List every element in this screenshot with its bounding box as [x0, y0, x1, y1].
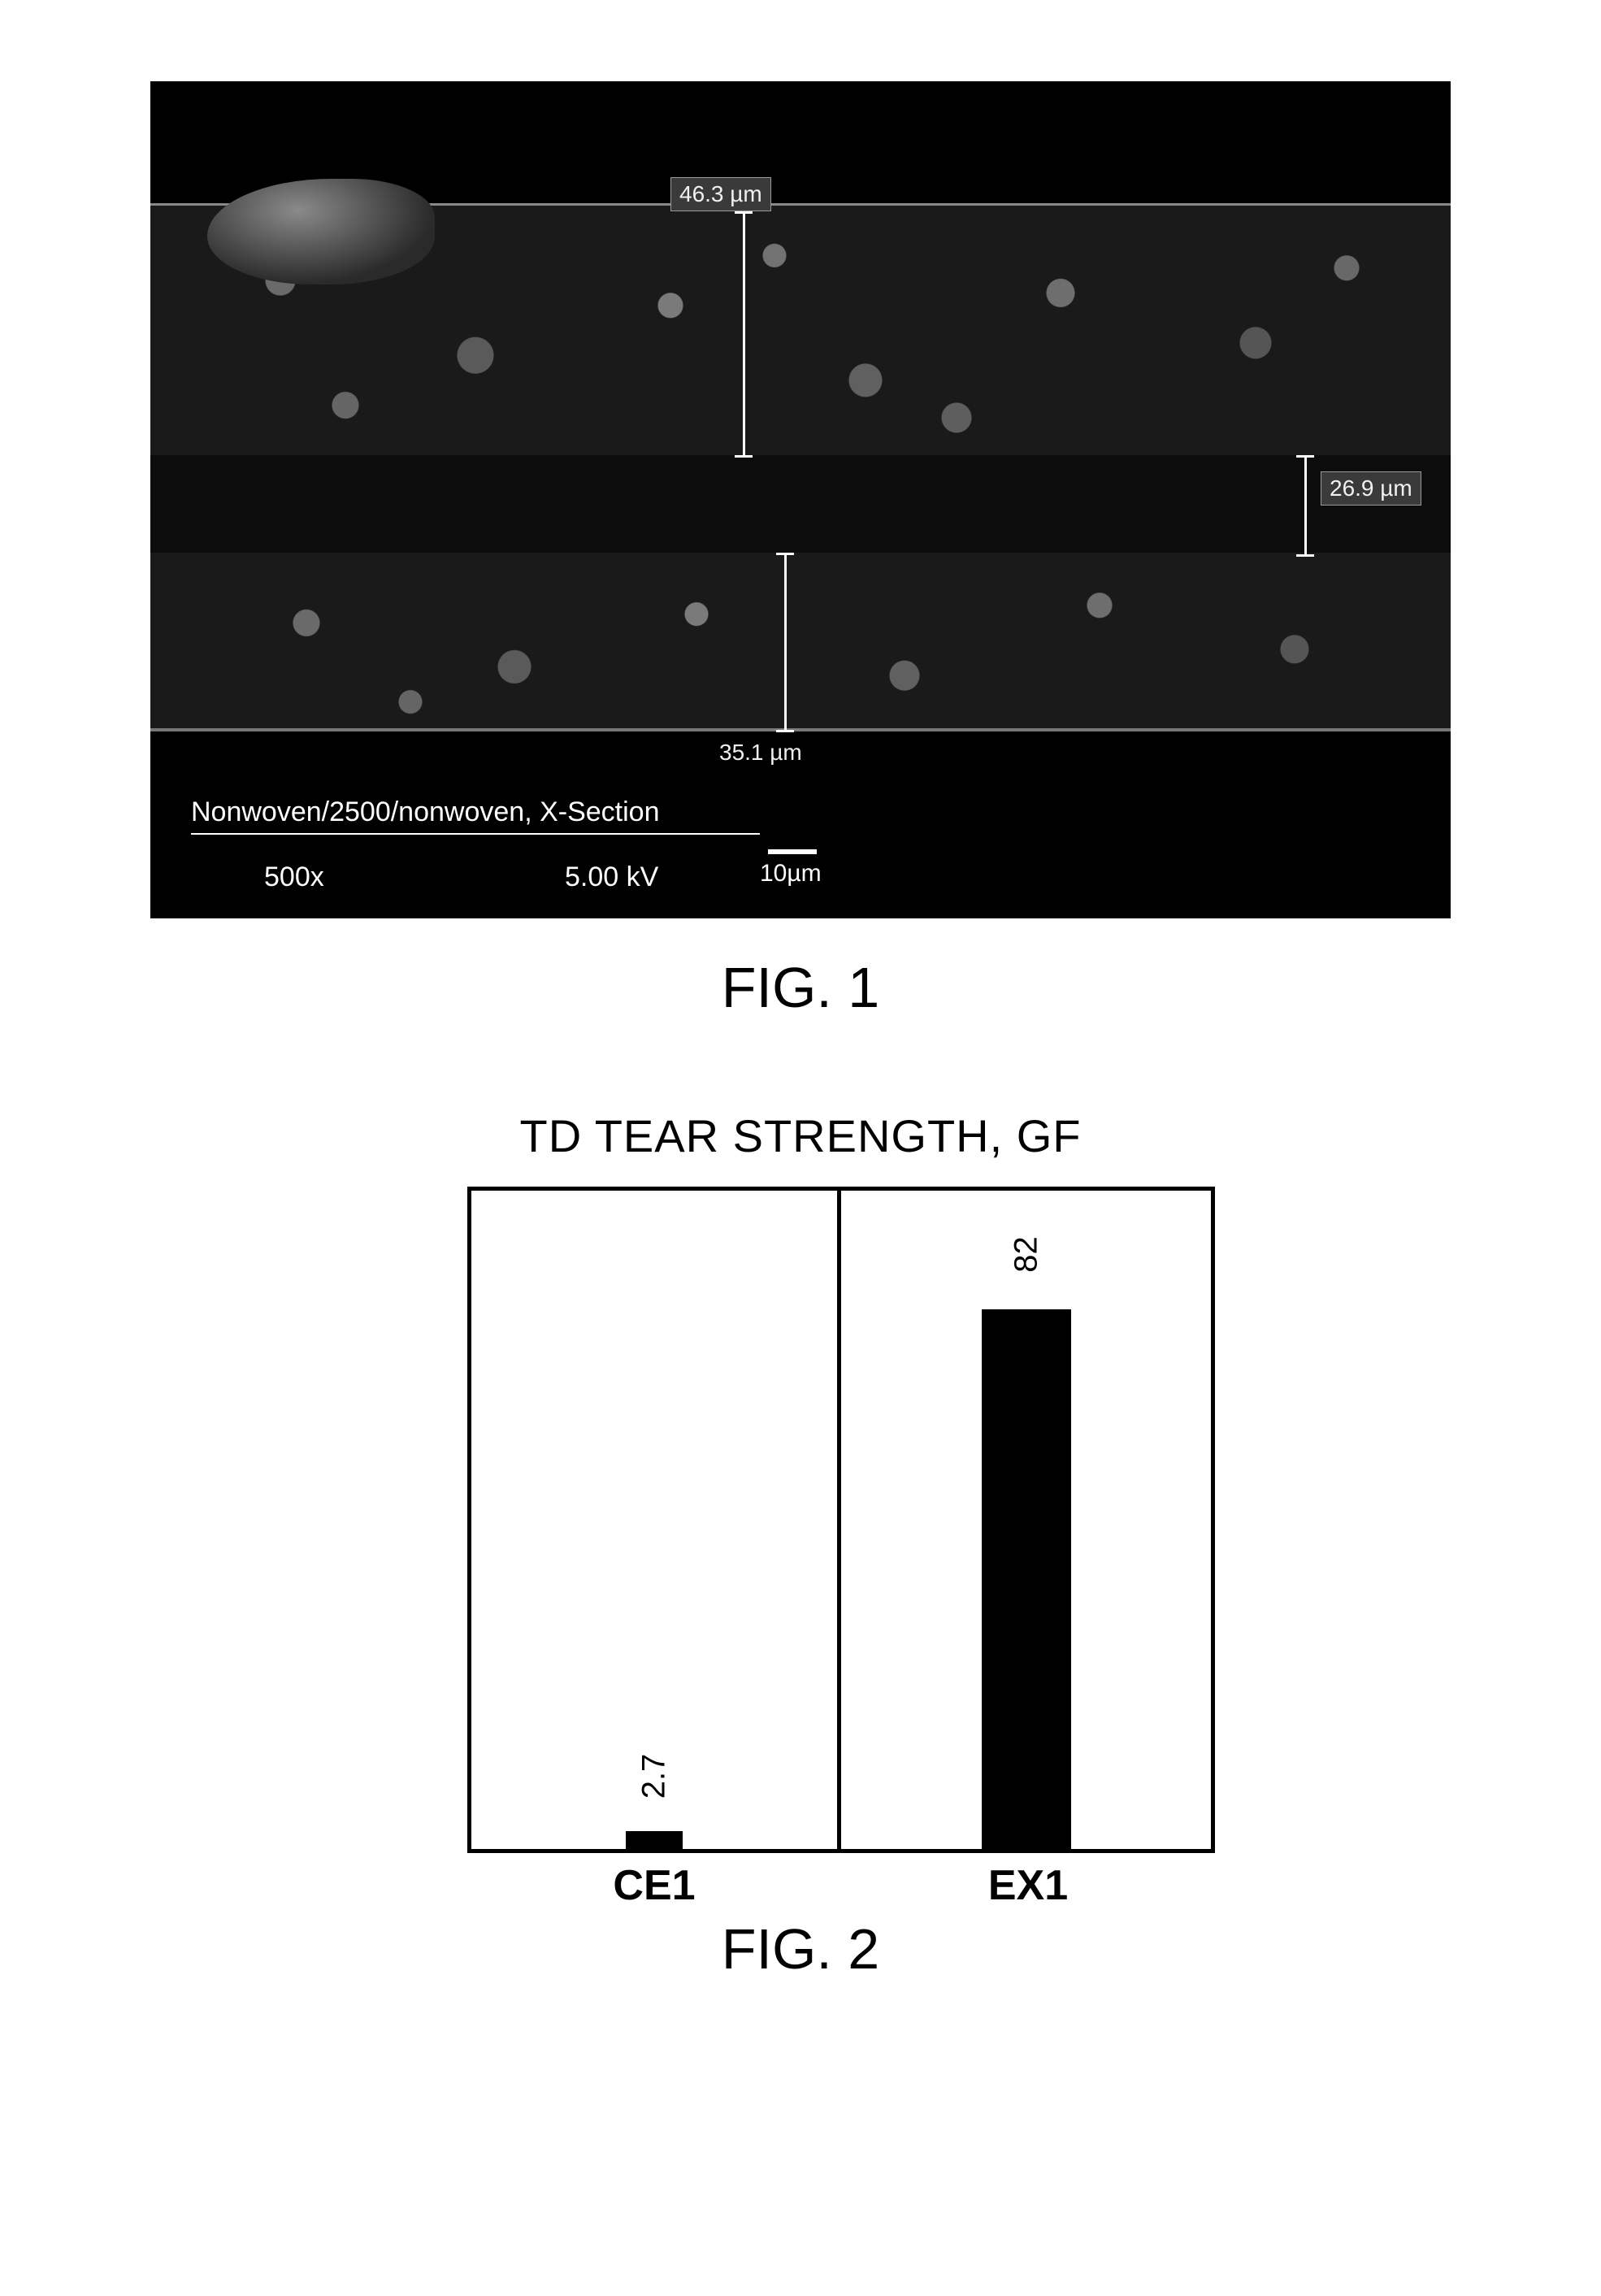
x-label-ce1: CE1: [613, 1861, 695, 1910]
measurement-top-label: 46.3 µm: [670, 177, 771, 211]
magnification-text: 500x: [264, 862, 324, 893]
measurement-bot-line: [784, 554, 787, 731]
x-label-ex1: EX1: [988, 1861, 1068, 1910]
plot-frame: 2.7 82: [467, 1187, 1215, 1853]
measurement-bot-label: 35.1 µm: [711, 736, 810, 769]
sample-description: Nonwoven/2500/nonwoven, X-Section: [191, 796, 660, 828]
bar-ce1: [626, 1831, 683, 1849]
panel-ce1: 2.7: [471, 1191, 841, 1849]
figure-2: TD TEAR STRENGTH, GF TD TEAR STRENGTH, G…: [146, 1109, 1455, 1981]
figure-1: 46.3 µm 26.9 µm 35.1 µm Nonwoven/2500/no…: [146, 81, 1455, 1020]
panel-ex1: 82: [841, 1191, 1211, 1849]
measurement-top-cap2: [735, 455, 753, 458]
measurement-mid-cap2: [1296, 554, 1314, 557]
bar-ex1: [982, 1309, 1071, 1849]
bar-ex1-value: 82: [1008, 1236, 1044, 1273]
bottom-nonwoven-layer: [150, 553, 1451, 731]
chart-area: TD TEAR STRENGTH, GF 2.7 82 CE1 EX1: [354, 1170, 1247, 1902]
underline: [191, 833, 760, 835]
sem-micrograph: 46.3 µm 26.9 µm 35.1 µm Nonwoven/2500/no…: [150, 81, 1451, 918]
scale-text: 10µm: [760, 860, 822, 888]
bar-ce1-value: 2.7: [636, 1754, 673, 1799]
scale-bar: [768, 849, 817, 854]
measurement-top-line: [743, 213, 745, 457]
surface-lobe: [207, 179, 435, 284]
voltage-text: 5.00 kV: [565, 862, 658, 893]
middle-film-layer: [150, 455, 1451, 553]
figure-1-caption: FIG. 1: [146, 955, 1455, 1020]
figure-2-caption: FIG. 2: [722, 1916, 879, 1981]
measurement-mid-label: 26.9 µm: [1321, 471, 1421, 506]
measurement-bot-cap2: [776, 730, 794, 732]
measurement-mid-line: [1304, 457, 1307, 556]
chart-title: TD TEAR STRENGTH, GF: [520, 1109, 1082, 1162]
